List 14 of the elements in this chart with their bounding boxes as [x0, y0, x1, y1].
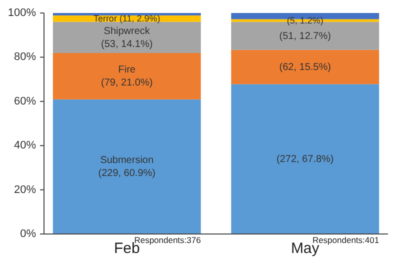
data-label: (272, 67.8%) — [276, 154, 334, 165]
annotation: Respondents:401 — [312, 235, 380, 245]
data-label: Submersion (229, 60.9%) — [98, 154, 156, 179]
y-tick-label: 20% — [14, 184, 36, 196]
data-label: (51, 12.7%) — [279, 30, 331, 42]
y-tick-label: 60% — [14, 95, 36, 108]
data-label: Fire (79, 21.0%) — [101, 64, 153, 88]
data-label: Shipwreck (53, 14.1%) — [101, 25, 153, 50]
y-tick-label: 100% — [8, 7, 36, 19]
data-label: Terror (11, 2.9%) — [93, 14, 160, 24]
y-tick-label: 80% — [14, 51, 36, 64]
y-tick-label: 40% — [14, 140, 36, 152]
data-label: (62, 15.5%) — [279, 62, 331, 73]
y-tick-label: 0% — [20, 228, 36, 240]
